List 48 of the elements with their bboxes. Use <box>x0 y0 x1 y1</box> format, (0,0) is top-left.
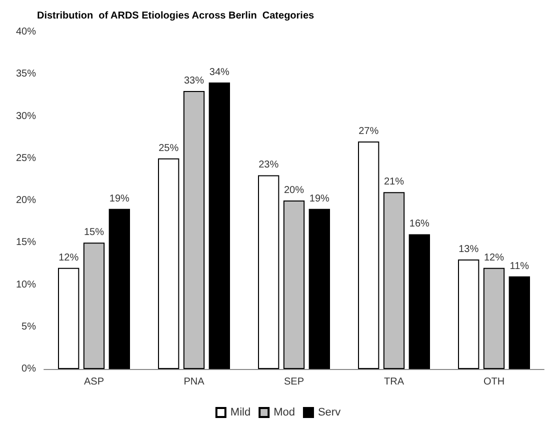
data-label: 11% <box>510 260 530 272</box>
bar <box>183 90 205 369</box>
bar <box>508 276 530 369</box>
bar <box>83 242 105 369</box>
x-tick-label: ASP <box>84 376 104 388</box>
bar <box>383 192 405 369</box>
data-label: 16% <box>409 218 430 230</box>
data-label: 12% <box>58 252 79 264</box>
y-tick-label: 40% <box>16 26 36 38</box>
bar <box>408 234 430 369</box>
y-tick-label: 10% <box>16 279 36 290</box>
chart-title: Distribution of ARDS Etiologies Across Berlin Categories <box>37 10 315 22</box>
data-label: 15% <box>84 227 104 238</box>
data-label: 33% <box>184 75 204 86</box>
y-tick-label: 20% <box>16 195 36 206</box>
legend-label: Mild <box>230 406 251 418</box>
data-label: 34% <box>209 67 230 78</box>
x-tick-label: SEP <box>284 376 304 388</box>
bar <box>258 175 280 369</box>
bar <box>283 200 305 369</box>
bar <box>308 208 330 369</box>
data-label: 21% <box>384 176 404 188</box>
bar <box>458 259 480 369</box>
data-label: 19% <box>309 193 330 204</box>
y-tick-label: 25% <box>16 152 36 164</box>
y-tick-label: 0% <box>22 364 36 374</box>
bar <box>108 208 130 369</box>
bar <box>208 82 230 369</box>
bar <box>158 158 180 369</box>
data-label: 20% <box>284 185 304 196</box>
data-label: 23% <box>258 160 279 171</box>
data-label: 13% <box>458 244 479 255</box>
y-tick-label: 5% <box>22 321 36 332</box>
x-tick-label: TRA <box>384 376 404 388</box>
x-tick-label: PNA <box>184 376 205 388</box>
y-tick-label: 15% <box>16 237 36 248</box>
data-label: 25% <box>158 142 179 154</box>
legend-label: Serv <box>318 406 342 418</box>
data-label: 27% <box>358 126 379 138</box>
legend-label: Mod <box>274 406 295 418</box>
bar <box>483 268 505 369</box>
bar <box>358 142 380 369</box>
data-label: 19% <box>109 193 130 204</box>
bar <box>58 268 80 369</box>
y-tick-label: 35% <box>16 68 36 80</box>
data-label: 12% <box>484 252 504 264</box>
x-tick-label: OTH <box>483 376 505 388</box>
y-tick-label: 30% <box>16 110 36 122</box>
